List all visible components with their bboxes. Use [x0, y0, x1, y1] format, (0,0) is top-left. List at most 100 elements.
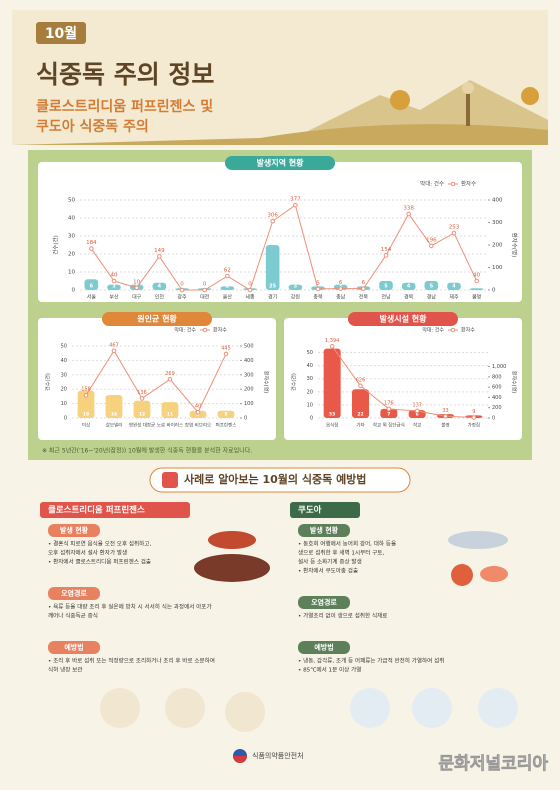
field — [12, 124, 548, 145]
block-heading: 오염경로 — [61, 589, 87, 598]
x-tick-label: 불명 — [441, 422, 449, 429]
line-point — [195, 409, 201, 415]
block-text: 식혀 냉장 보관 — [48, 666, 82, 674]
line-value-label: 6 — [362, 280, 366, 286]
bar — [401, 282, 416, 290]
y2-tick-label: 100 — [492, 265, 503, 271]
block-heading-bg — [298, 596, 350, 609]
line-value-label: 5 — [316, 280, 320, 286]
line-value-label: 10 — [133, 279, 140, 285]
title: 식중독 주의 정보 — [36, 60, 214, 89]
y-tick-label: 20 — [307, 389, 313, 395]
y2-tick-label: 1,000 — [492, 364, 506, 370]
block-text: • 결혼식 피로연 음식을 오전 오후 섭취하고, — [48, 540, 151, 548]
line-point — [225, 273, 230, 279]
chart-title: 원인균 현황 — [137, 314, 177, 324]
y-tick-label: 40 — [307, 363, 313, 369]
x-tick-label: 대전 — [200, 294, 210, 301]
chart-title-tab — [102, 312, 212, 326]
y-tick-label: 0 — [72, 288, 76, 294]
line-point — [89, 246, 94, 251]
legend-entry: 막대: 건수 — [174, 327, 196, 334]
line-point — [167, 376, 173, 382]
x-tick-label: 세종 — [245, 294, 255, 301]
line-value-label: 338 — [403, 205, 414, 211]
line-point — [139, 396, 145, 401]
column-title: 쿠도아 — [298, 505, 322, 516]
block-text: • 85℃에서 1분 이상 가열 — [298, 666, 361, 674]
y-axis-label: 건수(건) — [45, 373, 52, 391]
legend-entry: 막대: 건수 — [422, 327, 444, 334]
chart-title-tab — [348, 312, 458, 326]
bar — [217, 410, 235, 418]
bar — [265, 245, 280, 290]
line-value-label: 269 — [165, 371, 175, 377]
line-value-label: 154 — [381, 247, 392, 253]
line-value-label: 149 — [154, 248, 165, 254]
section-title: 사례로 알아보는 10월의 식중독 예방법 — [184, 472, 366, 486]
column-title-bg — [40, 502, 190, 518]
line-value-label: 40 — [111, 273, 118, 279]
line-value-label: 0 — [180, 282, 184, 288]
bar — [352, 389, 369, 418]
block-heading-bg — [48, 641, 100, 654]
bar — [107, 284, 121, 290]
line-point — [111, 348, 117, 354]
legend-entry: 환자수 — [461, 327, 475, 334]
y2-tick-label: 600 — [492, 385, 502, 391]
line-point — [443, 414, 448, 419]
line-point — [358, 383, 363, 389]
bar-value-label: 1 — [180, 284, 184, 290]
chart-title-tab — [225, 156, 335, 170]
line-value-label: 306 — [267, 213, 278, 219]
block-text: • 냉동, 갑각류, 조개 등 어패류는 가급적 완전히 가열하여 섭취 — [298, 657, 444, 665]
x-tick-label: 경기 — [268, 294, 277, 301]
y-tick-label: 20 — [61, 387, 67, 393]
x-tick-label: 울산 — [223, 294, 233, 301]
bar — [379, 281, 393, 290]
line-value-label: 253 — [449, 225, 460, 231]
line — [85, 349, 227, 414]
line-point — [414, 408, 420, 414]
bar-value-label: 1 — [203, 284, 207, 290]
block-heading: 예방법 — [64, 643, 83, 652]
month-badge — [36, 22, 86, 44]
y2-tick-label: 100 — [244, 401, 254, 407]
line-value-label: 184 — [86, 240, 97, 246]
y-tick-label: 50 — [68, 198, 75, 204]
subtitle: 클로스트리디움 퍼프린젠스 및 — [36, 98, 213, 115]
x-tick-label: 학교 외 집단급식 — [373, 422, 405, 429]
legend-entry: 환자수 — [213, 327, 227, 334]
x-tick-label: 살모넬라 — [106, 422, 123, 429]
line-point — [406, 211, 411, 217]
block-text: 설사 등 소화기계 증상 발생 — [298, 558, 362, 566]
bar-value-label: 4 — [452, 284, 456, 290]
x-tick-label: 강원 — [291, 294, 301, 301]
section-banner — [149, 467, 411, 493]
bar-value-label: 7 — [387, 412, 390, 418]
x-tick-label: 음식점 — [326, 422, 338, 429]
line-value-label: 136 — [137, 390, 147, 396]
line-point — [202, 287, 207, 293]
line-value-label: 62 — [224, 268, 231, 274]
bar-value-label: 5 — [384, 284, 388, 290]
y2-tick-label: 200 — [492, 243, 503, 249]
scarecrow — [466, 92, 470, 126]
prevention-illustration — [225, 692, 265, 732]
line-point — [386, 406, 392, 412]
line-point — [157, 254, 162, 259]
line-point — [83, 392, 89, 398]
x-tick-label: 병원성 대장균 — [129, 422, 155, 429]
line — [331, 346, 474, 419]
bar-value-label: 12 — [139, 412, 145, 418]
y2-tick-label: 400 — [244, 358, 254, 364]
line-value-label: 176 — [384, 400, 394, 406]
food-illustration — [194, 554, 270, 582]
x-tick-label: 학교 — [413, 422, 421, 429]
tree — [390, 90, 410, 110]
x-tick-label: 전북 — [359, 294, 369, 301]
y-tick-label: 30 — [61, 372, 67, 378]
y-tick-label: 30 — [307, 376, 313, 382]
line-point — [361, 286, 366, 291]
prevention-illustration — [412, 688, 452, 728]
